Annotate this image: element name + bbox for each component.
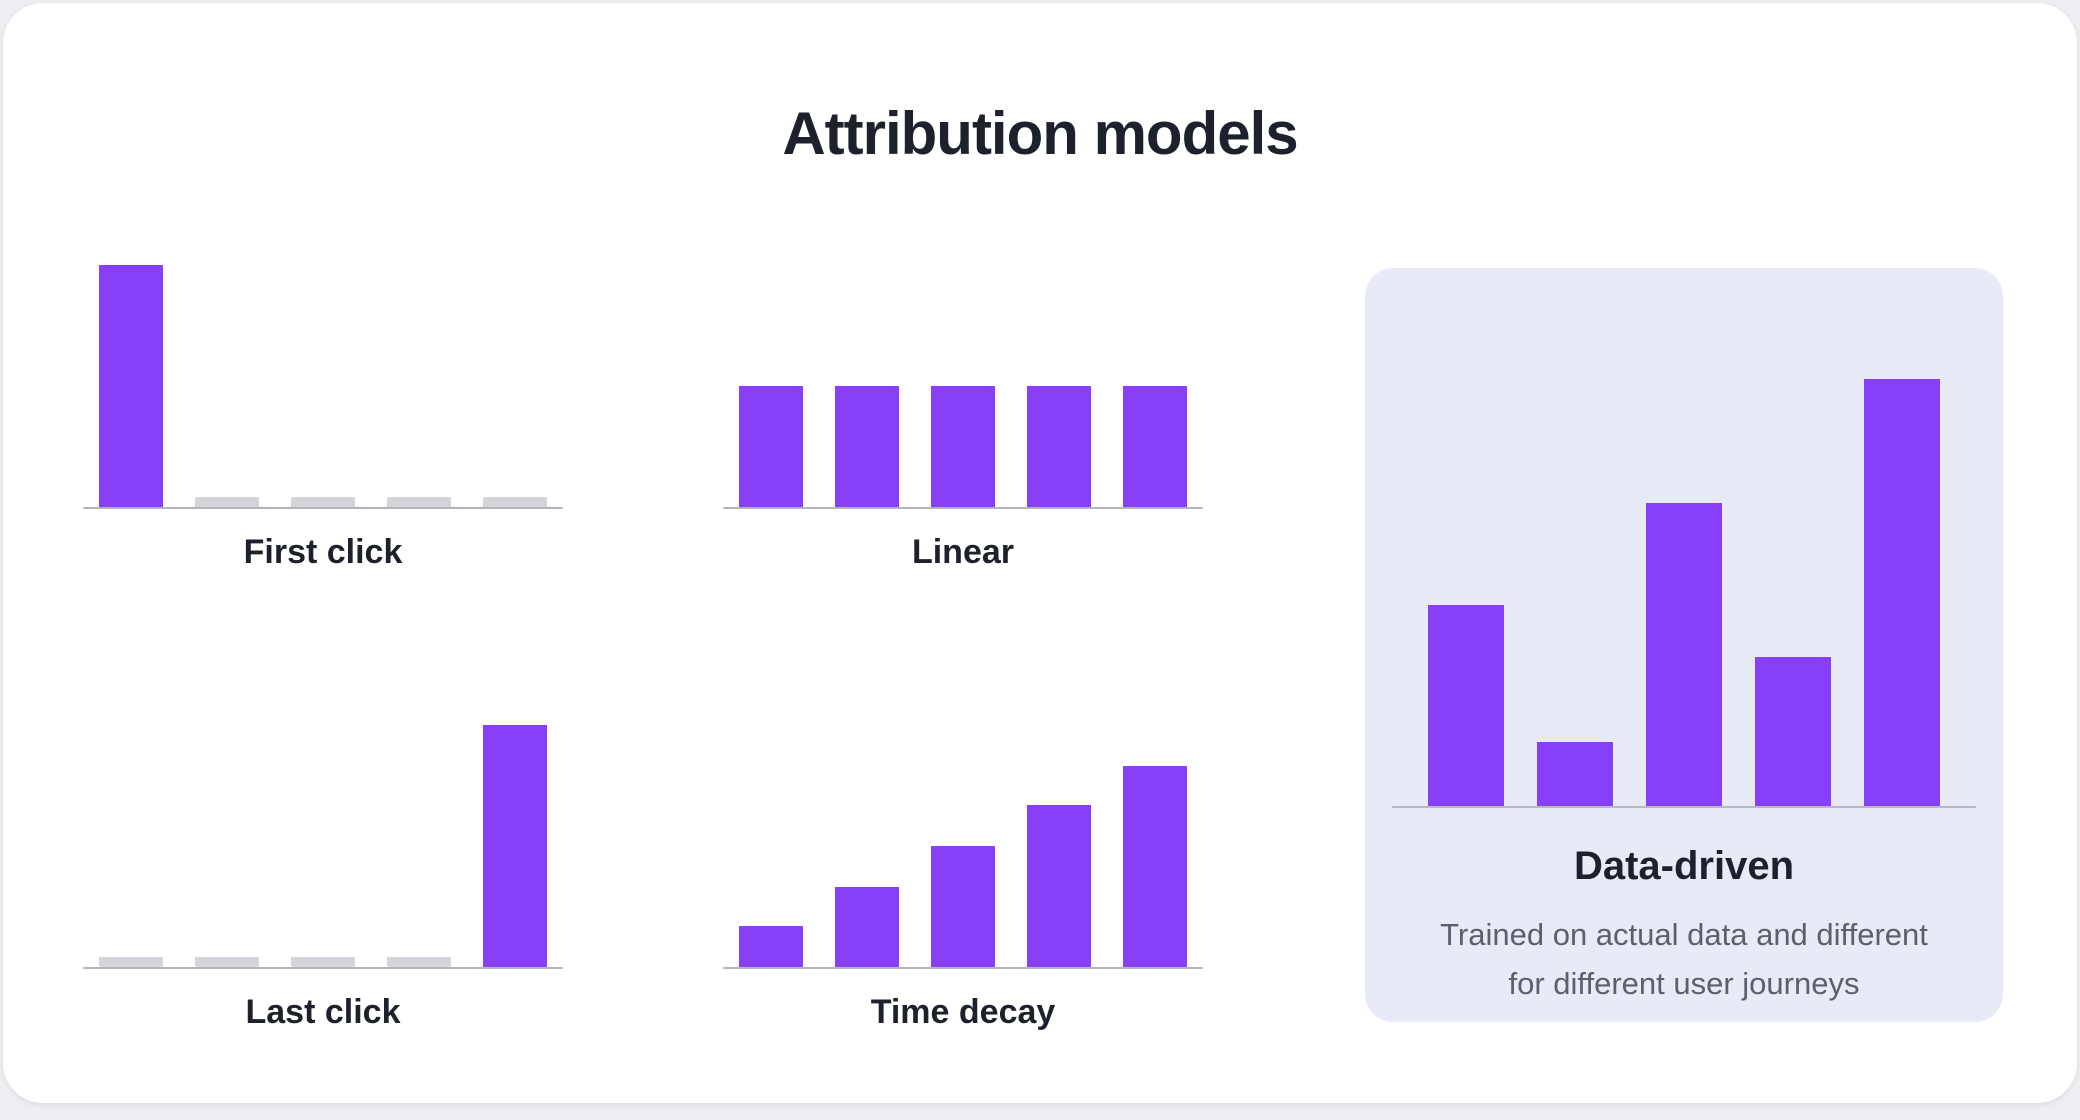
linear-bar-2: [835, 386, 899, 507]
last-click-bar-5: [483, 725, 547, 967]
time-decay-bar-group: [723, 725, 1203, 967]
data-driven-bar-group: [1428, 379, 1940, 806]
last-click-bar-3: [291, 957, 355, 967]
last-click-label: Last click: [245, 993, 401, 1031]
first-click-bar-3: [291, 497, 355, 507]
time-decay-bar-3: [931, 846, 995, 967]
last-click-axis-line: [83, 967, 563, 969]
time-decay-bar-2: [835, 887, 899, 967]
data-driven-bar-3: [1646, 502, 1722, 806]
linear-bar-4: [1027, 386, 1091, 507]
linear-bar-5: [1123, 386, 1187, 507]
last-click-chart: Last click: [83, 725, 563, 1032]
data-driven-description: Trained on actual data and different for…: [1440, 917, 1928, 1001]
data-driven-card: Data-driven Trained on actual data and d…: [1365, 268, 2003, 1022]
last-click-bar-group: [83, 725, 563, 967]
first-click-chart: First click: [83, 265, 563, 572]
first-click-bar-4: [387, 497, 451, 507]
linear-axis-line: [723, 507, 1203, 509]
first-click-bar-2: [195, 497, 259, 507]
data-driven-label: Data-driven: [1573, 844, 1795, 888]
first-click-axis-line: [83, 507, 563, 509]
first-click-bar-group: [83, 265, 563, 507]
first-click-bar-1: [99, 265, 163, 507]
main-panel: Attribution models First click Linear La…: [3, 3, 2077, 1103]
last-click-bar-2: [195, 957, 259, 967]
time-decay-chart: Time decay: [723, 725, 1203, 1032]
first-click-label: First click: [243, 533, 403, 571]
linear-label: Linear: [911, 533, 1015, 571]
page-title: Attribution models: [782, 100, 1298, 167]
data-driven-bar-5: [1864, 379, 1940, 806]
last-click-bar-4: [387, 957, 451, 967]
linear-bar-1: [739, 386, 803, 507]
data-driven-bar-2: [1537, 741, 1613, 806]
first-click-bar-5: [483, 497, 547, 507]
linear-bar-3: [931, 386, 995, 507]
time-decay-axis-line: [723, 967, 1203, 969]
data-driven-bar-4: [1755, 656, 1831, 806]
time-decay-bar-4: [1027, 804, 1091, 967]
time-decay-bar-1: [739, 925, 803, 967]
data-driven-bar-1: [1428, 605, 1504, 806]
linear-chart: Linear: [723, 265, 1203, 572]
time-decay-bar-5: [1123, 766, 1187, 967]
last-click-bar-1: [99, 957, 163, 967]
data-driven-axis-line: [1392, 806, 1976, 808]
time-decay-label: Time decay: [870, 993, 1056, 1031]
linear-bar-group: [723, 265, 1203, 507]
